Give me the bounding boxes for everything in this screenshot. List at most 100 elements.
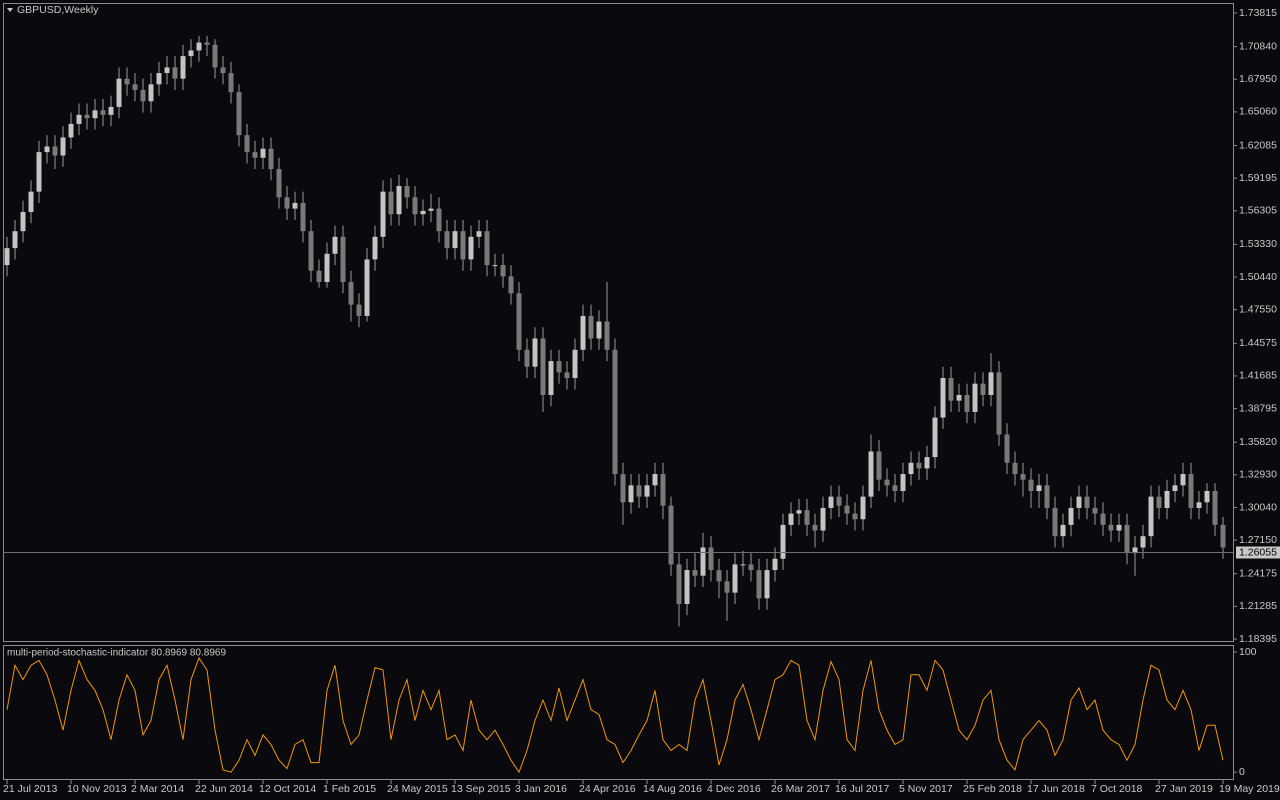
candle-body [212,44,218,68]
candle-body [876,451,882,480]
candle-body [116,78,122,107]
candle-body [1092,507,1098,514]
candle-body [156,73,162,85]
y-tick-label: 1.59195 [1239,172,1277,184]
candle-body [460,231,466,260]
candle-body [300,202,306,232]
y-tick-label: 1.47550 [1239,303,1277,315]
y-tick-label: 1.21285 [1239,600,1277,612]
candle-body [228,73,234,93]
candle-body [132,84,138,90]
candle-body [1100,513,1106,525]
candle-body [732,564,738,593]
candle-body [172,67,178,79]
candle-body [148,84,154,102]
x-tick-label: 21 Jul 2013 [3,783,57,795]
y-tick-label: 0 [1239,766,1245,778]
candle-body [668,505,674,565]
candle-body [796,510,802,514]
candle-body [620,474,626,503]
candle-body [284,197,290,209]
candle-body [884,479,890,486]
x-tick-label: 16 Jul 2017 [835,783,889,795]
candle-body [164,67,170,74]
candle-body [420,210,426,215]
candle-body [84,114,90,119]
candle-body [1052,507,1058,537]
x-tick-label: 10 Nov 2013 [67,783,127,795]
x-tick-label: 2 Mar 2014 [131,783,184,795]
candle-body [500,265,506,277]
candle-body [12,231,18,249]
candle-body [900,474,906,491]
candle-body [356,304,362,316]
x-tick-label: 17 Jun 2018 [1027,783,1085,795]
candle-body [404,185,410,198]
y-tick-label: 1.73815 [1239,7,1277,19]
candle-body [764,570,770,599]
candle-body [700,547,706,576]
candle-body [252,152,258,158]
x-tick-label: 7 Oct 2018 [1091,783,1143,795]
candle-body [444,231,450,249]
y-tick-label: 1.62085 [1239,139,1277,151]
candle-body [468,236,474,260]
candle-body [908,462,914,475]
candle-body [268,148,274,170]
candle-body [276,169,282,198]
y-tick-label: 1.32930 [1239,469,1277,481]
x-tick-label: 3 Jan 2016 [515,783,567,795]
candle-body [1148,496,1154,537]
current-price-label: 1.26055 [1239,546,1277,558]
candle-body [1212,490,1218,525]
candle-body [1220,524,1226,548]
price-panel-frame [3,3,1234,642]
x-tick-label: 26 Mar 2017 [771,783,830,795]
candle-body [788,513,794,525]
candle-body [196,42,202,51]
candle-body [772,558,778,571]
candle-body [36,152,42,192]
candle-body [348,282,354,305]
candle-body [1196,502,1202,508]
candle-body [100,110,106,115]
candle-body [532,338,538,367]
candle-body [204,42,210,45]
candle-body [924,457,930,469]
candle-body [676,564,682,604]
candle-body [972,383,978,412]
candle-body [396,185,402,215]
candle-body [1084,496,1090,508]
candle-body [820,507,826,531]
candle-body [708,547,714,571]
x-tick-label: 27 Jan 2019 [1155,783,1213,795]
y-tick-label: 1.65060 [1239,106,1277,118]
candle-body [380,191,386,237]
candle-body [836,496,842,506]
candle-body [52,146,58,156]
candle-body [1116,524,1122,531]
candle-body [948,378,954,401]
candle-body [892,485,898,491]
candle-body [636,485,642,497]
candle-body [940,378,946,418]
x-tick-label: 1 Feb 2015 [323,783,376,795]
candle-body [244,135,250,153]
candle-body [964,394,970,412]
current-price-box [1236,546,1280,559]
candle-body [588,315,594,339]
x-tick-label: 25 Feb 2018 [963,783,1022,795]
candle-body [388,191,394,215]
candle-body [92,110,98,119]
candle-body [452,231,458,249]
candle-body [60,137,66,156]
candle-body [332,236,338,254]
candle-body [340,236,346,283]
candle-body [740,564,746,566]
candle-body [852,513,858,520]
candle-body [684,570,690,604]
x-tick-label: 24 May 2015 [387,783,448,795]
candle-body [540,338,546,395]
